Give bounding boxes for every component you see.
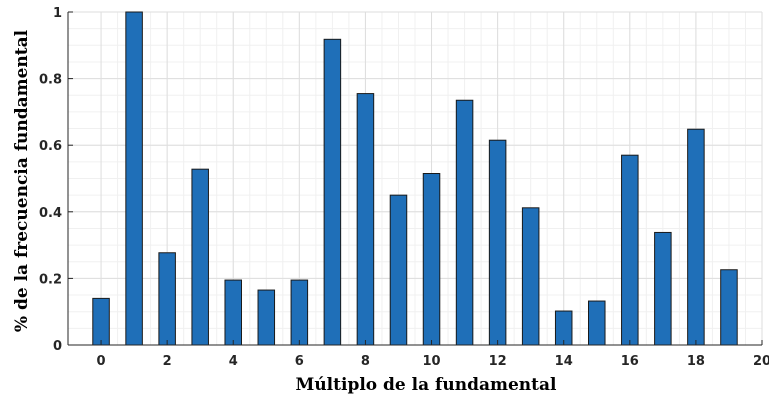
bar: [621, 154, 639, 346]
x-tick-label: 0: [97, 354, 106, 369]
bar: [588, 300, 606, 346]
ticks-layer: 0 2 4 6 8 10 12 14 16 18 20 0 0.2 0.4 0.6 0.8 1: [39, 6, 769, 369]
bar: [290, 279, 309, 346]
y-axis-label: % de la frecuencia fundamental: [12, 29, 32, 332]
y-tick-label: 0.8: [39, 73, 62, 88]
x-tick-label: 20: [753, 354, 769, 369]
bar: [654, 231, 672, 346]
bar: [455, 99, 474, 346]
x-tick-label: 14: [555, 354, 573, 369]
x-tick-label: 4: [229, 354, 238, 369]
bar: [687, 128, 705, 346]
y-tick-label: 0: [53, 339, 62, 354]
bar: [422, 173, 441, 346]
bar: [92, 297, 110, 346]
x-tick-label: 10: [422, 354, 440, 369]
bar: [554, 310, 573, 346]
y-tick-label: 0.6: [39, 139, 62, 154]
bar: [521, 207, 540, 346]
x-tick-label: 6: [295, 354, 304, 369]
bar: [257, 289, 276, 346]
bar: [191, 168, 209, 346]
grid-layer: [68, 11, 763, 346]
x-tick-label: 12: [489, 354, 507, 369]
bar: [720, 269, 738, 346]
x-tick-label: 18: [687, 354, 705, 369]
bar: [488, 139, 507, 346]
x-tick-label: 8: [361, 354, 370, 369]
x-axis-label: Múltiplo de la fundamental: [296, 375, 558, 395]
axes-layer: [67, 12, 762, 346]
bar: [224, 279, 243, 346]
y-tick-label: 0.2: [39, 272, 62, 287]
bar: [356, 93, 375, 346]
y-tick-label: 1: [53, 6, 62, 21]
bar: [389, 194, 408, 346]
bar: [323, 38, 342, 346]
y-tick-label: 0.4: [39, 206, 62, 221]
x-tick-label: 2: [163, 354, 172, 369]
x-tick-label: 16: [621, 354, 639, 369]
bar: [158, 252, 176, 346]
bar: [125, 11, 143, 346]
bars-layer: [92, 11, 738, 346]
